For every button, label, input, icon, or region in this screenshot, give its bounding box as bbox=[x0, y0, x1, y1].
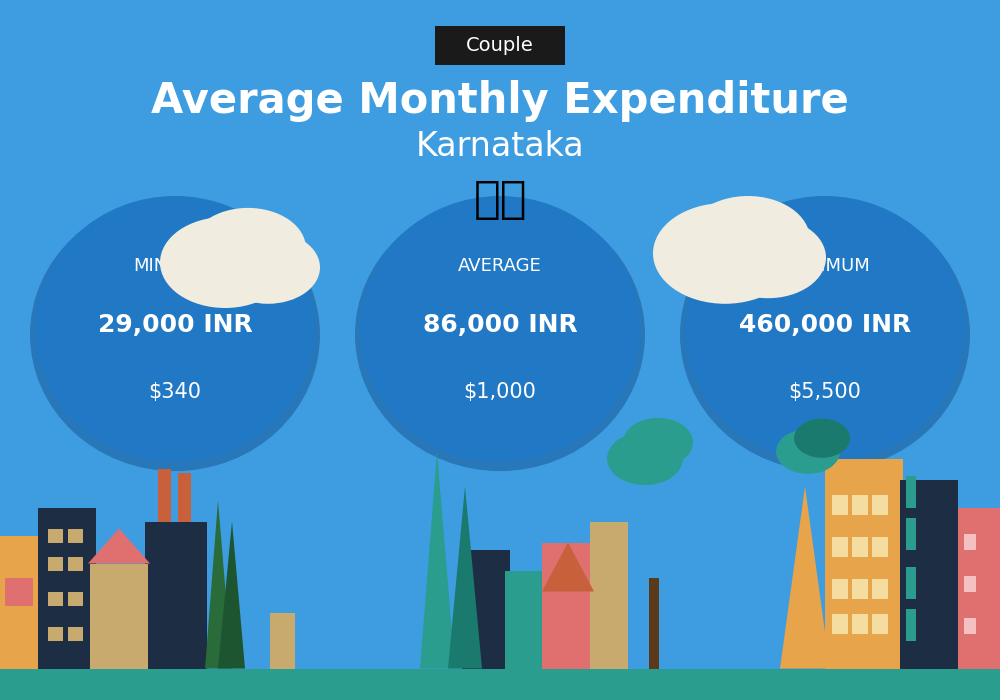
Polygon shape bbox=[88, 528, 150, 564]
Bar bbox=[832, 614, 848, 634]
Ellipse shape bbox=[35, 196, 315, 462]
Polygon shape bbox=[448, 486, 482, 668]
Bar bbox=[542, 542, 594, 668]
Circle shape bbox=[216, 231, 320, 304]
Circle shape bbox=[653, 203, 797, 304]
Bar bbox=[906, 476, 916, 508]
Polygon shape bbox=[218, 522, 245, 668]
Bar bbox=[68, 626, 83, 640]
Bar bbox=[832, 537, 848, 556]
Circle shape bbox=[710, 217, 826, 298]
Ellipse shape bbox=[360, 196, 640, 462]
Bar bbox=[906, 567, 916, 598]
Bar bbox=[872, 495, 888, 514]
Bar bbox=[505, 570, 547, 668]
Text: $1,000: $1,000 bbox=[464, 382, 536, 402]
Bar bbox=[832, 495, 848, 514]
Polygon shape bbox=[542, 542, 594, 592]
Bar bbox=[872, 537, 888, 556]
Text: 🇮🇳: 🇮🇳 bbox=[473, 178, 527, 221]
Bar bbox=[68, 556, 83, 570]
Ellipse shape bbox=[355, 198, 645, 471]
Bar bbox=[68, 528, 83, 542]
Circle shape bbox=[686, 196, 810, 283]
Bar bbox=[900, 480, 958, 668]
Text: 460,000 INR: 460,000 INR bbox=[739, 314, 911, 337]
Bar bbox=[48, 528, 63, 542]
Ellipse shape bbox=[680, 198, 970, 471]
Bar bbox=[906, 609, 916, 640]
Bar bbox=[590, 522, 628, 668]
Bar bbox=[964, 534, 976, 550]
Text: Karnataka: Karnataka bbox=[416, 130, 584, 164]
Bar bbox=[852, 495, 868, 514]
Text: $5,500: $5,500 bbox=[789, 382, 861, 402]
Bar bbox=[270, 612, 295, 668]
Text: Couple: Couple bbox=[466, 36, 534, 55]
Text: MAXIMUM: MAXIMUM bbox=[780, 257, 870, 275]
Bar bbox=[0, 668, 1000, 700]
Polygon shape bbox=[420, 452, 455, 668]
Bar bbox=[48, 592, 63, 606]
Circle shape bbox=[623, 418, 693, 467]
Bar bbox=[964, 618, 976, 634]
Bar bbox=[958, 508, 1000, 668]
FancyBboxPatch shape bbox=[435, 26, 565, 64]
Text: $340: $340 bbox=[148, 382, 202, 402]
Bar bbox=[48, 626, 63, 640]
Polygon shape bbox=[205, 500, 232, 668]
Bar bbox=[90, 564, 148, 668]
Bar bbox=[68, 592, 83, 606]
Bar bbox=[825, 458, 903, 668]
Text: MINIMUM: MINIMUM bbox=[133, 257, 217, 275]
Polygon shape bbox=[780, 486, 830, 668]
Bar bbox=[462, 550, 510, 668]
Bar bbox=[649, 578, 659, 668]
Text: 86,000 INR: 86,000 INR bbox=[423, 314, 577, 337]
Text: Average Monthly Expenditure: Average Monthly Expenditure bbox=[151, 80, 849, 122]
Circle shape bbox=[776, 429, 840, 474]
Ellipse shape bbox=[685, 196, 965, 462]
Ellipse shape bbox=[30, 198, 320, 471]
Bar bbox=[178, 473, 191, 522]
Bar bbox=[852, 579, 868, 598]
Bar bbox=[906, 518, 916, 550]
Bar bbox=[832, 579, 848, 598]
Text: AVERAGE: AVERAGE bbox=[458, 257, 542, 275]
Bar bbox=[48, 556, 63, 570]
Bar bbox=[38, 508, 96, 668]
Bar bbox=[145, 522, 207, 668]
Bar bbox=[872, 614, 888, 634]
Bar bbox=[872, 579, 888, 598]
Bar bbox=[964, 576, 976, 592]
Text: 29,000 INR: 29,000 INR bbox=[98, 314, 252, 337]
Bar bbox=[852, 537, 868, 556]
Bar bbox=[852, 614, 868, 634]
Circle shape bbox=[607, 432, 683, 485]
Circle shape bbox=[160, 217, 290, 308]
Circle shape bbox=[190, 208, 306, 289]
Circle shape bbox=[794, 419, 850, 458]
Bar bbox=[0, 536, 42, 668]
Bar bbox=[5, 578, 33, 606]
Bar bbox=[158, 469, 171, 522]
